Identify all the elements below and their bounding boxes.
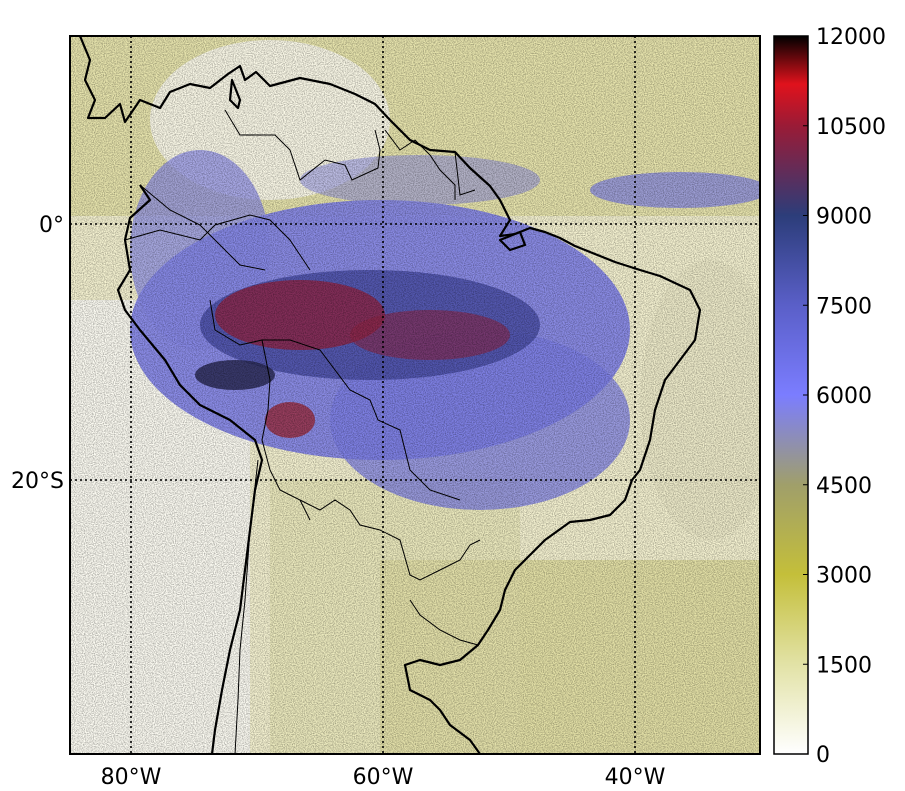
lon-label-80w: 80°W (101, 765, 162, 790)
colorbar-tick-label: 6000 (816, 384, 872, 409)
colorbar-tick-label: 4500 (816, 474, 872, 499)
lon-label-60w: 60°W (353, 765, 414, 790)
graticule (70, 36, 760, 754)
colorbar-tick-label: 3000 (816, 564, 872, 589)
lon-label-40w: 40°W (605, 765, 666, 790)
map-panel: 80°W 60°W 40°W 0° 20°S (11, 35, 761, 790)
colorbar-tick-label: 7500 (816, 294, 872, 319)
colorbar-tick-label: 1500 (816, 653, 872, 678)
map-frame (69, 35, 761, 755)
longitude-labels: 80°W 60°W 40°W (101, 765, 666, 790)
colorbar-tick-label: 0 (816, 743, 830, 768)
colorbar-tick-label: 12000 (816, 25, 886, 50)
colorbar-ticks: 0 1500 3000 4500 6000 7500 9000 10500 12000 (803, 25, 886, 768)
lat-label-20s: 20°S (11, 469, 64, 494)
colorbar-tick-label: 9000 (816, 205, 872, 230)
colorbar: 0 1500 3000 4500 6000 7500 9000 10500 12000 (773, 25, 886, 768)
country-borders (124, 109, 481, 754)
lat-label-0: 0° (39, 213, 64, 238)
latitude-labels: 0° 20°S (11, 213, 64, 494)
colorbar-gradient (773, 35, 809, 755)
coastlines (78, 36, 702, 754)
colorbar-tick-label: 10500 (816, 115, 886, 140)
data-field (70, 36, 760, 754)
